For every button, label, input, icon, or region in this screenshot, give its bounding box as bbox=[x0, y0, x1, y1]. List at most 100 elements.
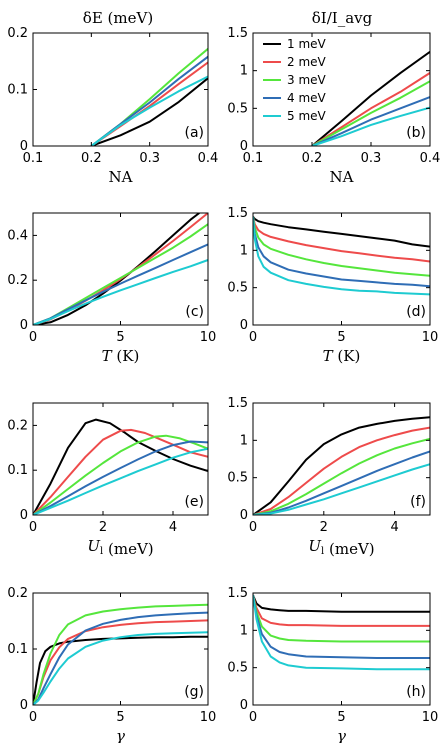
panel-h-series-1-mev bbox=[253, 594, 430, 613]
panel-a-xtick-label: 0.4 bbox=[198, 151, 219, 166]
panel-d-series-2-mev bbox=[253, 216, 430, 263]
panel-d-ytick-label: 0.5 bbox=[227, 281, 248, 296]
panel-b-ytick-label: 0.5 bbox=[227, 101, 248, 116]
panel-e-xlabel: Ul (meV) bbox=[87, 537, 153, 558]
panel-h-series-3-mev bbox=[253, 594, 430, 643]
panel-g-series-5-mev bbox=[33, 631, 208, 705]
panel-e-series-5-mev bbox=[33, 447, 208, 515]
panel-d-ytick-label: 1 bbox=[240, 243, 248, 258]
panel-h-xlabel: γ bbox=[337, 727, 346, 743]
panel-c-ytick-label: 0.2 bbox=[7, 273, 28, 288]
panel-c-series-3-mev bbox=[33, 223, 208, 325]
panel-h-ytick-label: 0 bbox=[240, 698, 248, 713]
panel-c-xtick-label: 10 bbox=[200, 330, 217, 345]
column-title-left: δE (meV) bbox=[83, 9, 153, 27]
panel-h-ytick-label: 0.5 bbox=[227, 661, 248, 676]
panel-h: 0 5 10 0 0.5 1 1.5 γ (h) bbox=[227, 586, 438, 743]
panel-h-xtick-label: 5 bbox=[337, 710, 345, 725]
panel-f-series-3-mev bbox=[253, 437, 430, 515]
panel-b-ytick-label: 0 bbox=[240, 139, 248, 154]
panel-f-ytick-label: 0 bbox=[240, 508, 248, 523]
panel-h-series-5-mev bbox=[253, 595, 430, 671]
legend-label-4-mev: 4 meV bbox=[287, 91, 327, 105]
panel-e-ytick-label: 0.1 bbox=[7, 463, 28, 478]
panel-a-series-1-mev bbox=[90, 77, 208, 146]
legend-label-1-mev: 1 meV bbox=[287, 37, 327, 51]
panel-g-xlabel: γ bbox=[116, 727, 125, 743]
panel-b-series-5-mev bbox=[311, 106, 430, 146]
panel-d-series-5-mev bbox=[253, 216, 430, 296]
panel-e-series-2-mev bbox=[33, 428, 208, 515]
panel-d: 0 5 10 0 0.5 1 1.5 T (K) (d) bbox=[227, 206, 438, 365]
panel-a-xtick-label: 0.1 bbox=[23, 151, 44, 166]
panel-g-xtick-label: 5 bbox=[116, 710, 124, 725]
panel-b-xtick-label: 0.2 bbox=[302, 151, 323, 166]
panel-b-xlabel: NA bbox=[330, 168, 354, 186]
panel-b-frame bbox=[252, 32, 431, 147]
panel-g-xtick-label: 10 bbox=[200, 710, 217, 725]
panel-g-ytick-label: 0 bbox=[20, 698, 28, 713]
panel-a-ytick-label: 0.2 bbox=[7, 26, 28, 41]
panel-e-series-1-mev bbox=[33, 418, 208, 515]
panel-a-ytick-label: 0 bbox=[20, 139, 28, 154]
panel-c-ytick-label: 0.4 bbox=[7, 228, 28, 243]
panel-b: 0.1 0.2 0.3 0.4 0 0.5 1 1.5 NA (b) 1 meV 2 meV 3 meV… bbox=[227, 26, 440, 186]
legend-label-3-mev: 3 meV bbox=[287, 73, 327, 87]
panel-d-ytick-label: 0 bbox=[240, 318, 248, 333]
panel-d-letter: (d) bbox=[406, 304, 426, 320]
panel-b-legend: 1 meV 2 meV 3 meV 4 meV 5 meV bbox=[263, 37, 327, 123]
panel-g-xtick-label: 0 bbox=[29, 710, 37, 725]
panel-e-ytick-label: 0.2 bbox=[7, 418, 28, 433]
panel-e-xtick-label: 0 bbox=[29, 520, 37, 535]
panel-g-ytick-label: 0.2 bbox=[7, 586, 28, 601]
panel-f-xtick-label: 2 bbox=[320, 520, 328, 535]
panel-a: 0.1 0.2 0.3 0.400.10.2NA(a) bbox=[7, 26, 218, 186]
panel-g-series-1-mev bbox=[33, 635, 208, 705]
panel-d-xlabel: T (K) bbox=[323, 347, 361, 365]
panel-h-ytick-label: 1 bbox=[240, 623, 248, 638]
panel-a-xtick-label: 0.3 bbox=[139, 151, 160, 166]
panel-b-series-2-mev bbox=[311, 72, 430, 146]
panel-g-series-2-mev bbox=[33, 619, 208, 705]
panel-c-xtick-label: 5 bbox=[116, 330, 124, 345]
panel-f-series-2-mev bbox=[253, 426, 430, 515]
panel-f-ytick-label: 0.5 bbox=[227, 471, 248, 486]
panel-c-xtick-label: 0 bbox=[29, 330, 37, 345]
panel-d-ytick-label: 1.5 bbox=[227, 206, 248, 221]
panel-c-letter: (c) bbox=[185, 304, 204, 320]
panel-h-ytick-label: 1.5 bbox=[227, 586, 248, 601]
panel-b-xtick-label: 0.4 bbox=[420, 151, 441, 166]
panel-a-series-5-mev bbox=[90, 75, 208, 146]
panel-f-xtick-label: 0 bbox=[249, 520, 257, 535]
panel-a-xlabel: NA bbox=[109, 168, 133, 186]
panel-a-ytick-label: 0.1 bbox=[7, 83, 28, 98]
panel-d-series-4-mev bbox=[253, 216, 430, 288]
panel-e: 0 2 4 0 0.1 0.2 Ul (meV) (e) bbox=[7, 402, 209, 558]
panel-f-xlabel: Ul (meV) bbox=[308, 537, 374, 558]
panel-a-xtick-label: 0.2 bbox=[81, 151, 102, 166]
panel-b-xtick-label: 0.3 bbox=[361, 151, 382, 166]
panel-f-series-5-mev bbox=[253, 463, 430, 515]
panel-e-series-3-mev bbox=[33, 434, 208, 515]
panel-f-ytick-label: 1.5 bbox=[227, 396, 248, 411]
panel-f-letter: (f) bbox=[410, 494, 426, 510]
panel-e-ytick-label: 0 bbox=[20, 508, 28, 523]
panel-g-series-3-mev bbox=[33, 603, 208, 705]
legend-label-2-mev: 2 meV bbox=[287, 55, 327, 69]
panel-e-xtick-label: 4 bbox=[169, 520, 177, 535]
panel-b-series-1-mev bbox=[311, 50, 430, 146]
panel-b-xtick-label: 0.1 bbox=[243, 151, 264, 166]
panel-b-series-4-mev bbox=[311, 96, 430, 146]
legend-label-5-mev: 5 meV bbox=[287, 109, 327, 123]
panel-c-xlabel: T (K) bbox=[102, 347, 140, 365]
panel-h-series-4-mev bbox=[253, 595, 430, 659]
panel-b-ytick-label: 1 bbox=[240, 64, 248, 79]
panel-d-xtick-label: 5 bbox=[337, 330, 345, 345]
panel-c: 0 5 10 0 0.2 0.4 T (K) (c) bbox=[7, 212, 217, 365]
panel-c-series-1-mev bbox=[33, 213, 200, 325]
panel-h-xtick-label: 0 bbox=[249, 710, 257, 725]
panel-d-xtick-label: 10 bbox=[422, 330, 439, 345]
panel-d-series-3-mev bbox=[253, 216, 430, 277]
panel-f-ytick-label: 1 bbox=[240, 433, 248, 448]
column-title-right: δI/I_avg bbox=[312, 9, 373, 27]
